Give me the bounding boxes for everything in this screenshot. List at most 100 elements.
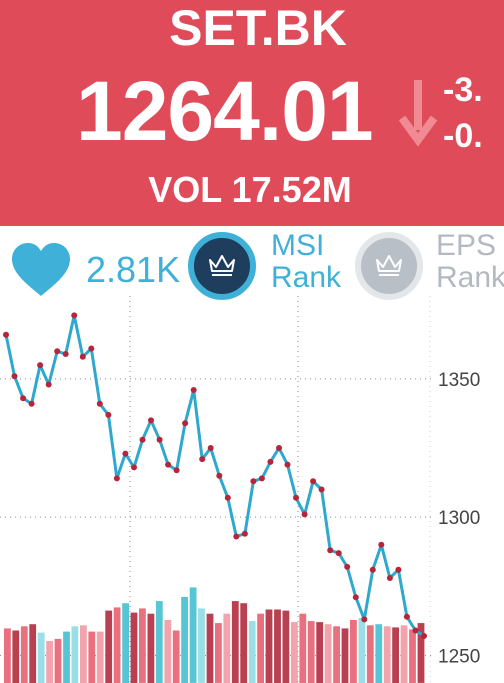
price-point <box>310 478 317 485</box>
volume-bar <box>350 620 357 683</box>
volume-bar <box>139 608 146 683</box>
volume-bar <box>122 603 129 683</box>
price-point <box>344 563 351 570</box>
volume-bar <box>324 624 332 683</box>
price-point <box>378 541 385 548</box>
eps-rank-label-line1: EPS <box>436 229 497 262</box>
volume-bar <box>46 641 53 683</box>
msi-rank-badge[interactable] <box>188 232 256 300</box>
price-chart[interactable]: 1350 1300 1250 <box>0 296 504 683</box>
price-point <box>284 461 291 468</box>
volume-label: VOL 17.52M <box>148 169 352 210</box>
volume-bar <box>113 607 121 683</box>
price-point <box>318 486 325 493</box>
volume-bar <box>282 610 290 683</box>
price-point <box>148 417 154 424</box>
price-point <box>421 633 427 639</box>
price-point <box>224 494 231 501</box>
y-tick-label: 1250 <box>438 646 480 667</box>
price-point <box>352 594 359 601</box>
price-point <box>113 475 120 482</box>
price-point <box>233 533 240 540</box>
arrow-down-icon <box>398 80 438 147</box>
price-point <box>327 547 334 554</box>
volume-bar <box>291 622 298 683</box>
volume-bar <box>147 613 155 683</box>
price-point <box>335 550 342 557</box>
price-point <box>412 627 419 634</box>
volume-bar <box>198 608 205 683</box>
volume-bar <box>54 638 62 683</box>
likes-count: 2.81K <box>86 249 181 290</box>
volume-bar <box>333 626 340 683</box>
price-point <box>105 411 112 418</box>
price-point <box>54 348 61 355</box>
msi-rank-label-line1: MSI <box>271 229 325 262</box>
volume-bar <box>164 620 172 683</box>
volume-bar <box>383 626 391 683</box>
price-point <box>386 575 393 581</box>
volume-bar <box>155 601 163 683</box>
price-point <box>165 461 172 468</box>
price-point <box>395 566 402 573</box>
volume-bar <box>240 603 248 683</box>
volume-bar <box>257 613 264 683</box>
volume-bar <box>366 625 374 683</box>
eps-rank-label[interactable]: EPS Rank <box>436 230 504 294</box>
volume-bar <box>358 617 366 683</box>
msi-rank-label[interactable]: MSI Rank <box>271 230 341 294</box>
price-point <box>79 353 86 360</box>
price-point <box>276 445 282 451</box>
price-point <box>11 373 18 380</box>
price-point <box>62 351 69 357</box>
volume-bar <box>20 626 28 683</box>
volume-bar <box>215 623 222 683</box>
volume-bar <box>248 621 256 683</box>
price-point <box>250 478 257 485</box>
volume-bar <box>96 631 104 683</box>
price-point <box>45 381 52 388</box>
price-point <box>71 312 78 319</box>
price-point <box>20 395 27 402</box>
volume-bar <box>307 621 315 683</box>
price-point <box>28 400 35 407</box>
volume-bar <box>265 609 273 683</box>
price-point <box>258 475 265 482</box>
price-line <box>4 313 425 638</box>
y-tick-label: 1350 <box>438 370 480 391</box>
crown-icon <box>209 255 235 276</box>
info-bar: 2.81K MSI Rank EPS Rank <box>0 226 504 306</box>
volume-bar <box>417 623 425 683</box>
volume-bar <box>341 628 349 683</box>
price-point <box>156 436 163 443</box>
price-point <box>199 456 206 463</box>
last-price: 1264.01 <box>76 64 374 158</box>
heart-icon[interactable] <box>10 242 72 298</box>
eps-rank-badge[interactable] <box>355 232 423 300</box>
y-tick-label: 1300 <box>438 508 480 529</box>
price-point <box>37 362 44 369</box>
volume-bar <box>88 631 96 683</box>
volume-bar <box>172 630 180 683</box>
price-point <box>122 450 129 457</box>
price-point <box>3 331 9 338</box>
volume-bar <box>189 587 197 683</box>
price-point <box>88 345 95 352</box>
volume-bar <box>223 613 231 683</box>
price-point <box>182 420 189 427</box>
volume-bar <box>37 632 45 683</box>
volume-bar <box>105 610 113 683</box>
volume-bar <box>409 629 416 683</box>
price-point <box>173 467 180 474</box>
volume-bar <box>71 626 79 683</box>
eps-rank-label-line2: Rank <box>436 261 504 294</box>
price-point <box>369 566 376 573</box>
price-point <box>216 472 223 479</box>
volume-bar <box>63 631 70 683</box>
price-point <box>293 494 299 501</box>
price-change-percent: -0. <box>443 117 483 155</box>
volume-bar <box>274 609 281 683</box>
price-point <box>139 436 146 443</box>
price-change: -3. <box>443 71 483 109</box>
price-point <box>190 387 197 393</box>
